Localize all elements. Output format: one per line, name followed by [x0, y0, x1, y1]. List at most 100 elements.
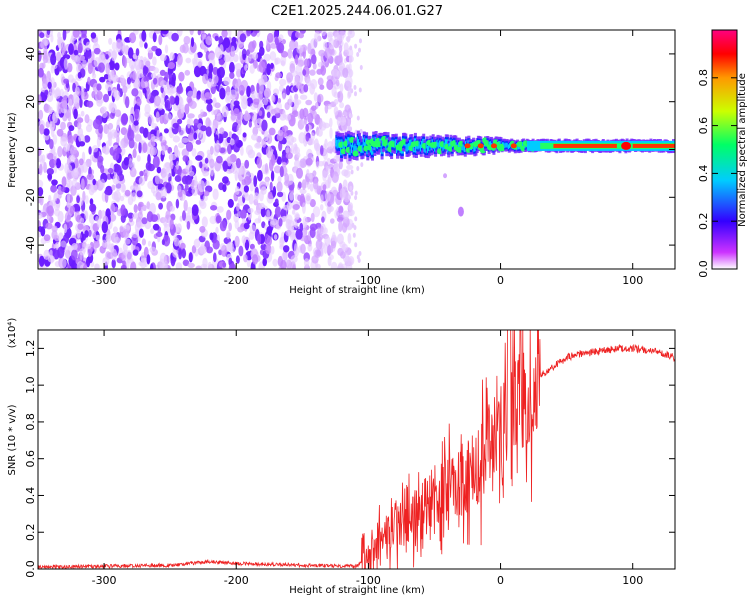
snr-x-tick-label: 100 — [622, 574, 643, 587]
noise-blob — [82, 59, 87, 67]
noise-blob — [280, 60, 286, 66]
figure-title: C2E1.2025.244.06.01.G27 — [271, 4, 443, 19]
noise-blob — [158, 202, 164, 210]
noise-blob — [61, 176, 67, 187]
noise-blob — [328, 37, 335, 50]
noise-blob — [98, 62, 105, 73]
noise-blob — [212, 188, 219, 200]
noise-blob — [71, 179, 78, 187]
noise-blob — [183, 199, 188, 212]
noise-blob — [290, 143, 295, 155]
noise-blob — [158, 135, 166, 143]
noise-blob — [215, 226, 219, 234]
noise-blob — [354, 195, 358, 201]
noise-blob — [178, 248, 183, 260]
noise-blob — [139, 258, 147, 269]
noise-blob — [66, 164, 73, 173]
noise-blob — [182, 155, 189, 162]
noise-blob — [170, 213, 176, 221]
noise-blob — [213, 252, 217, 263]
noise-blob — [290, 255, 298, 263]
noise-blob — [47, 173, 53, 180]
noise-blob — [264, 87, 271, 98]
noise-blob — [51, 179, 58, 186]
noise-blob — [45, 121, 50, 128]
noise-blob — [303, 221, 307, 228]
noise-blob — [321, 216, 325, 223]
noise-blob — [359, 128, 363, 134]
noise-blob — [63, 78, 69, 84]
noise-blob — [347, 125, 351, 131]
noise-blob — [354, 216, 358, 222]
noise-blob — [201, 216, 208, 228]
noise-blob — [152, 223, 160, 231]
noise-blob — [38, 187, 44, 197]
noise-blob — [320, 145, 324, 156]
noise-blob — [196, 94, 201, 100]
noise-blob — [139, 170, 144, 177]
spectrogram-y-ticks: -40 -20 0 20 40 — [24, 47, 675, 254]
noise-blob — [319, 204, 324, 211]
noise-blob — [110, 70, 115, 79]
noise-blob — [120, 204, 126, 217]
noise-blob — [277, 42, 285, 54]
noise-blob — [142, 87, 147, 94]
noise-blob — [309, 223, 318, 231]
noise-blob — [257, 169, 263, 182]
noise-blob — [228, 222, 233, 232]
noise-blob — [274, 58, 279, 66]
noise-blob — [284, 114, 291, 121]
noise-blob — [57, 40, 64, 49]
noise-blob — [63, 223, 68, 234]
noise-blob — [274, 198, 279, 206]
noise-blob — [286, 72, 294, 83]
noise-blob — [82, 161, 88, 173]
noise-blob — [229, 89, 237, 99]
noise-blob — [135, 123, 140, 134]
noise-blob — [358, 87, 362, 93]
noise-blob — [236, 68, 242, 78]
noise-blob — [132, 148, 137, 159]
noise-blob — [82, 190, 86, 202]
noise-blob — [149, 263, 154, 269]
noise-blob — [95, 234, 101, 241]
noise-blob — [77, 42, 83, 54]
snr-y-tick-label: 0.2 — [24, 523, 37, 541]
noise-blob — [38, 179, 44, 189]
noise-blob — [46, 30, 51, 36]
noise-blob — [243, 112, 251, 122]
noise-blob — [317, 128, 323, 137]
noise-blob — [243, 176, 252, 186]
noise-blob — [238, 245, 244, 257]
noise-blob — [155, 191, 162, 201]
noise-blob — [131, 192, 137, 202]
noise-blob — [105, 54, 109, 60]
noise-blob — [68, 43, 74, 55]
noise-blob — [242, 132, 247, 138]
noise-blob — [251, 91, 258, 99]
noise-blob — [270, 108, 277, 115]
noise-blob — [89, 154, 95, 162]
noise-blob — [76, 117, 84, 124]
noise-blob — [221, 30, 228, 38]
spectrogram-x-label: Height of straight line (km) — [289, 285, 425, 296]
noise-blob — [103, 93, 109, 103]
noise-blob — [234, 220, 240, 230]
noise-blob — [339, 188, 346, 200]
noise-blob — [349, 45, 353, 51]
noise-blob — [350, 169, 354, 175]
noise-blob — [342, 109, 349, 117]
noise-blob — [109, 129, 118, 139]
noise-blob — [114, 206, 119, 212]
noise-blob — [52, 111, 58, 124]
noise-blob — [187, 133, 195, 142]
noise-blob — [257, 90, 263, 102]
noise-blob — [94, 263, 100, 269]
noise-blob — [229, 138, 235, 146]
noise-blob — [320, 121, 327, 131]
noise-blob — [139, 126, 145, 134]
noise-blob — [46, 168, 54, 175]
noise-blob — [73, 108, 78, 120]
noise-blob — [155, 231, 163, 238]
noise-blob — [301, 119, 308, 126]
